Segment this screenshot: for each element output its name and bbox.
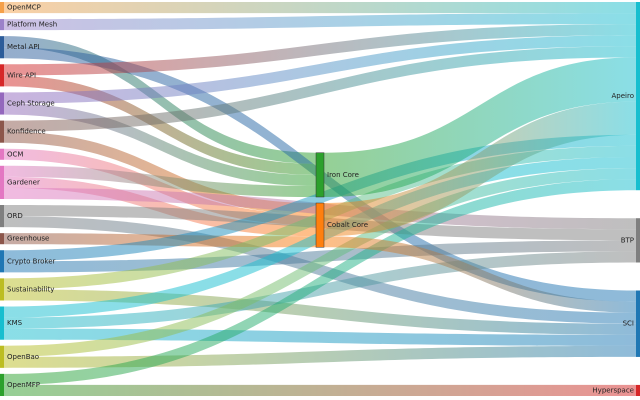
node-label: ORD	[7, 212, 23, 220]
node	[636, 2, 640, 191]
link	[4, 46, 636, 132]
node-label: Sustainability	[7, 285, 54, 293]
node-label: Crypto Broker	[7, 257, 56, 265]
node	[0, 92, 4, 115]
node	[0, 205, 4, 228]
link	[4, 35, 636, 104]
node	[636, 384, 640, 396]
node-label: OpenMFP	[7, 381, 40, 389]
link	[4, 165, 316, 197]
node	[0, 2, 4, 14]
link	[324, 101, 636, 237]
node-label: Iron Core	[327, 171, 359, 179]
link	[324, 236, 636, 313]
node-label: Metal API	[7, 43, 40, 51]
link	[4, 134, 636, 262]
link	[4, 2, 636, 14]
node	[0, 165, 4, 199]
node	[315, 152, 325, 198]
link	[4, 13, 636, 31]
node-label: KMS	[7, 319, 23, 327]
node	[0, 278, 4, 301]
node-label: OpenBao	[7, 353, 39, 361]
node	[0, 36, 4, 59]
link	[4, 75, 316, 175]
node	[315, 202, 325, 248]
link	[4, 168, 636, 357]
link	[4, 131, 316, 215]
link	[4, 384, 636, 396]
node	[0, 120, 4, 143]
node	[0, 373, 4, 396]
node-label: Greenhouse	[7, 235, 49, 243]
node-label: Hyperspace	[592, 386, 634, 394]
node-label: Cobalt Core	[327, 221, 368, 229]
link	[324, 57, 636, 197]
node	[0, 233, 4, 245]
node	[0, 345, 4, 368]
node-label: OCM	[7, 150, 23, 158]
node-label: Apeiro	[612, 92, 635, 100]
link	[4, 24, 636, 76]
link	[4, 36, 316, 164]
node	[0, 306, 4, 340]
node	[0, 64, 4, 87]
link	[4, 216, 636, 324]
node-label: SCI	[623, 320, 634, 328]
node-label: BTP	[621, 236, 634, 244]
link	[4, 103, 316, 186]
node	[0, 148, 4, 160]
node-label: Platform Mesh	[7, 21, 57, 29]
link	[4, 179, 636, 385]
node-label: Konfidence	[7, 128, 46, 136]
node	[636, 290, 640, 357]
node-label: Ceph Storage	[7, 100, 55, 108]
node-label: OpenMCP	[7, 4, 41, 12]
node	[0, 19, 4, 31]
link	[4, 251, 636, 329]
node-label: Wire API	[7, 71, 36, 79]
node-label: Gardener	[7, 178, 40, 186]
node	[636, 218, 640, 263]
node	[0, 250, 4, 273]
links	[4, 2, 636, 396]
